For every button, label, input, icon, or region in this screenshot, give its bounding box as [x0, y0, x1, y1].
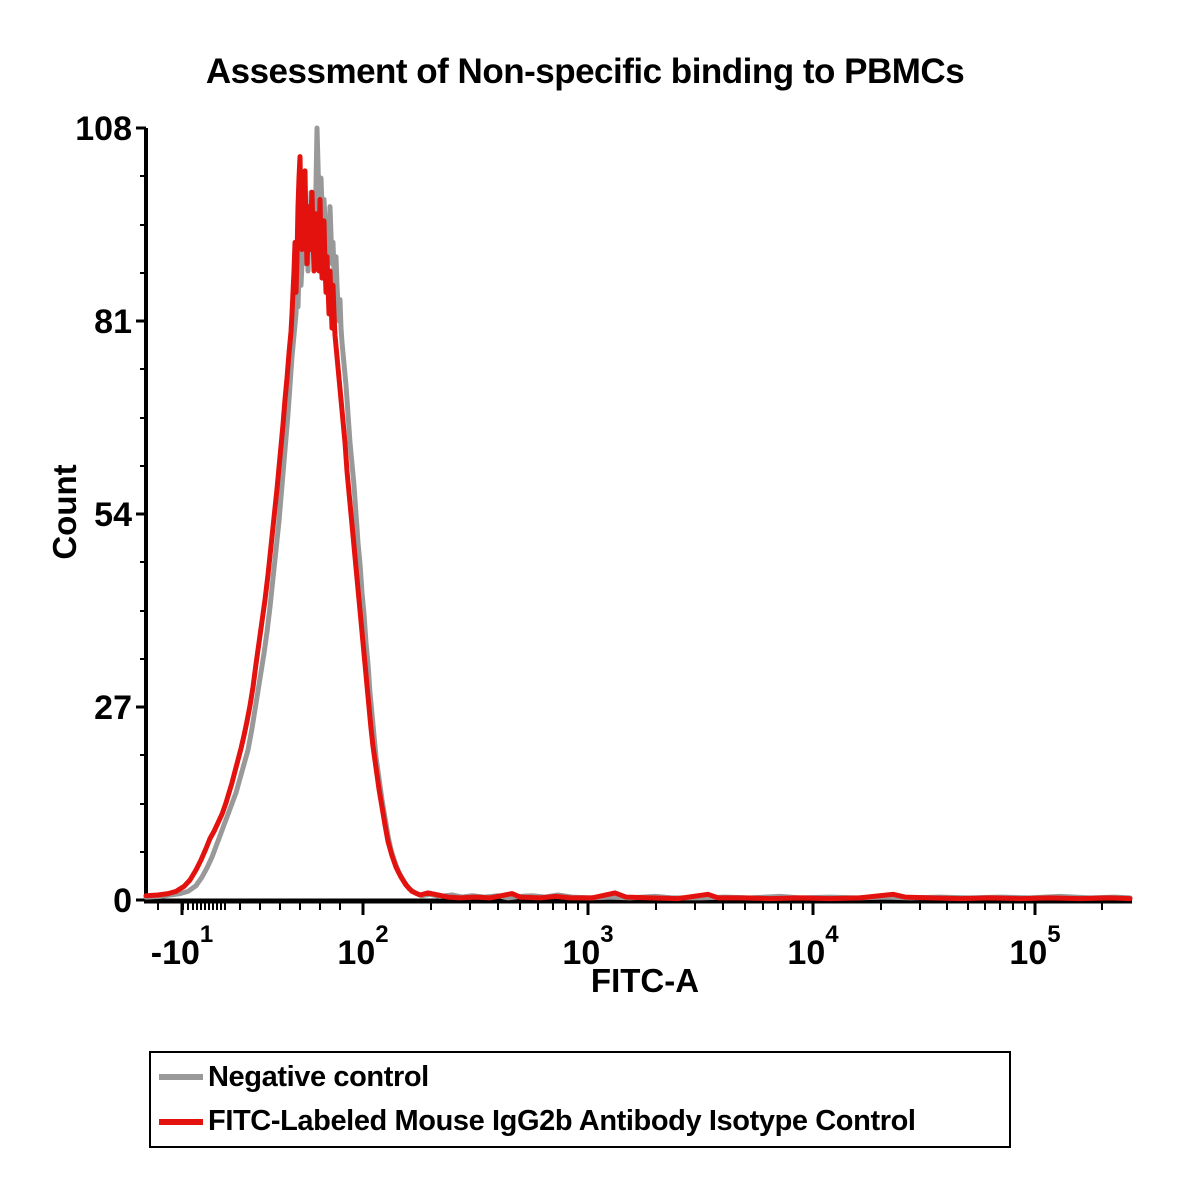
- y-tick-label: 27: [94, 689, 132, 727]
- legend-label-isotype-control: FITC-Labeled Mouse IgG2b Antibody Isotyp…: [208, 1105, 916, 1138]
- chart-title: Assessment of Non-specific binding to PB…: [205, 52, 965, 91]
- legend: Negative control FITC-Labeled Mouse IgG2…: [149, 1051, 1011, 1148]
- legend-label-negative-control: Negative control: [208, 1060, 429, 1093]
- x-tick-label: 104: [787, 921, 839, 972]
- y-tick-label: 108: [75, 110, 132, 148]
- y-tick-label: 0: [113, 882, 132, 920]
- x-tick-label: -101: [151, 921, 214, 972]
- x-tick-label: 102: [337, 921, 388, 972]
- y-tick-label: 54: [94, 496, 132, 534]
- x-tick-label: 105: [1009, 921, 1060, 972]
- isotype-control-curve: [143, 154, 1133, 902]
- legend-item-isotype-control: FITC-Labeled Mouse IgG2b Antibody Isotyp…: [159, 1105, 1009, 1138]
- x-axis-title: FITC-A: [590, 962, 700, 999]
- y-tick-label: 81: [94, 303, 132, 341]
- isotype-control-line-swatch: [159, 1118, 203, 1125]
- negative-control-line-swatch: [159, 1074, 203, 1081]
- legend-item-negative-control: Negative control: [159, 1061, 1009, 1094]
